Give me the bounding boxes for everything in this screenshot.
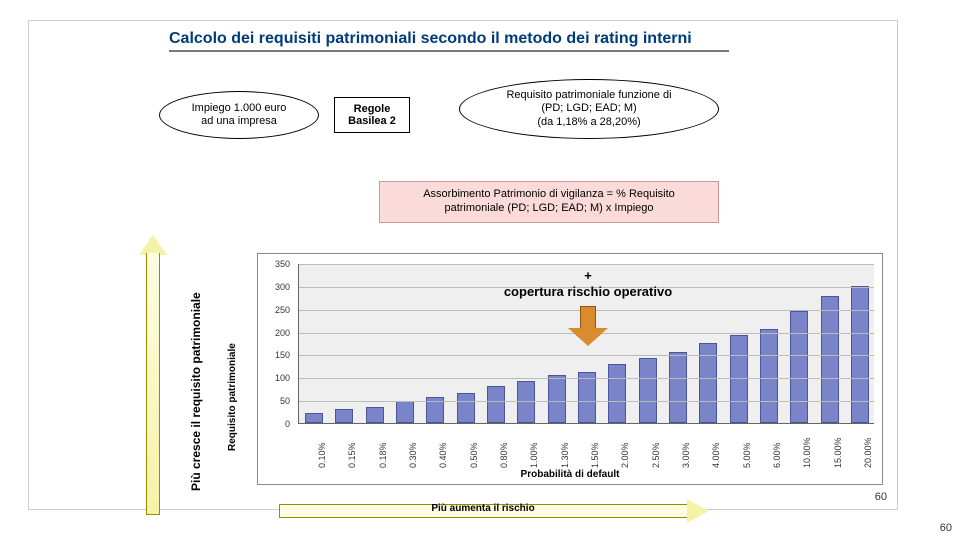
chart-ylabel: Requisito patrimoniale — [227, 343, 238, 451]
page-number-inner: 60 — [875, 491, 887, 503]
page-number-outer: 60 — [940, 522, 952, 534]
bar — [548, 375, 566, 423]
gridline — [299, 378, 874, 379]
bar — [578, 372, 596, 423]
bar — [487, 386, 505, 423]
xtick-label: 0.40% — [438, 442, 448, 468]
bar — [821, 296, 839, 423]
pink-formula-box: Assorbimento Patrimonio di vigilanza = %… — [379, 181, 719, 223]
xtick-label: 5.00% — [742, 442, 752, 468]
title-text-2: metodo dei rating interni — [504, 30, 692, 47]
xtick-label: 20.00% — [863, 437, 873, 468]
slide-title: Calcolo dei requisiti patrimoniali secon… — [169, 29, 729, 52]
slide-frame: Calcolo dei requisiti patrimoniali secon… — [28, 20, 898, 510]
xtick-label: 1.30% — [560, 442, 570, 468]
ytick-label: 300 — [260, 282, 290, 292]
down-arrow-icon — [568, 306, 608, 346]
bar — [669, 352, 687, 423]
box-regole-text: Regole Basilea 2 — [348, 103, 396, 127]
xtick-label: 15.00% — [833, 437, 843, 468]
pink-formula-text: Assorbimento Patrimonio di vigilanza = %… — [423, 188, 675, 214]
xtick-label: 1.50% — [590, 442, 600, 468]
gridline — [299, 355, 874, 356]
xtick-label: 10.00% — [802, 437, 812, 468]
bar — [851, 286, 869, 423]
xtick-label: 2.50% — [651, 442, 661, 468]
oval-requisito-text: Requisito patrimoniale funzione di (PD; … — [506, 89, 671, 129]
ytick-label: 100 — [260, 373, 290, 383]
xtick-label: 0.50% — [469, 442, 479, 468]
title-text-1: Calcolo dei requisiti patrimoniali secon… — [169, 30, 504, 47]
gridline — [299, 401, 874, 402]
ytick-label: 200 — [260, 328, 290, 338]
vlabel-left: Più cresce il requisito patrimoniale — [189, 292, 203, 491]
xtick-label: 0.30% — [408, 442, 418, 468]
oval-impiego: Impiego 1.000 euro ad una impresa — [159, 91, 319, 139]
bar — [457, 393, 475, 423]
xtick-label: 6.00% — [772, 442, 782, 468]
xtick-label: 3.00% — [681, 442, 691, 468]
bar — [335, 409, 353, 423]
ytick-label: 150 — [260, 350, 290, 360]
oval-impiego-text: Impiego 1.000 euro ad una impresa — [192, 102, 287, 128]
ytick-label: 250 — [260, 305, 290, 315]
arrow-right-label: Più aumenta il rischio — [279, 503, 687, 514]
overlay-text-content: + copertura rischio operativo — [504, 268, 672, 299]
xtick-label: 0.18% — [378, 442, 388, 468]
gridline — [299, 264, 874, 265]
ytick-label: 50 — [260, 396, 290, 406]
oval-requisito: Requisito patrimoniale funzione di (PD; … — [459, 79, 719, 139]
chart-container: Probabilità di default + copertura risch… — [257, 253, 883, 485]
xtick-label: 0.15% — [347, 442, 357, 468]
xtick-label: 2.00% — [620, 442, 630, 468]
overlay-text: + copertura rischio operativo — [458, 268, 718, 299]
box-regole: Regole Basilea 2 — [334, 97, 410, 133]
bar — [760, 329, 778, 423]
arrow-up — [139, 235, 167, 515]
bar — [366, 407, 384, 423]
ytick-label: 350 — [260, 259, 290, 269]
bar — [305, 413, 323, 423]
chart-xlabel: Probabilità di default — [258, 469, 882, 480]
bar — [790, 311, 808, 423]
xtick-label: 1.00% — [529, 442, 539, 468]
xtick-label: 4.00% — [711, 442, 721, 468]
arrow-right: Più aumenta il rischio — [279, 499, 709, 523]
bar — [608, 364, 626, 423]
ytick-label: 0 — [260, 419, 290, 429]
bar — [396, 401, 414, 423]
xtick-label: 0.80% — [499, 442, 509, 468]
xtick-label: 0.10% — [317, 442, 327, 468]
bar — [639, 358, 657, 423]
